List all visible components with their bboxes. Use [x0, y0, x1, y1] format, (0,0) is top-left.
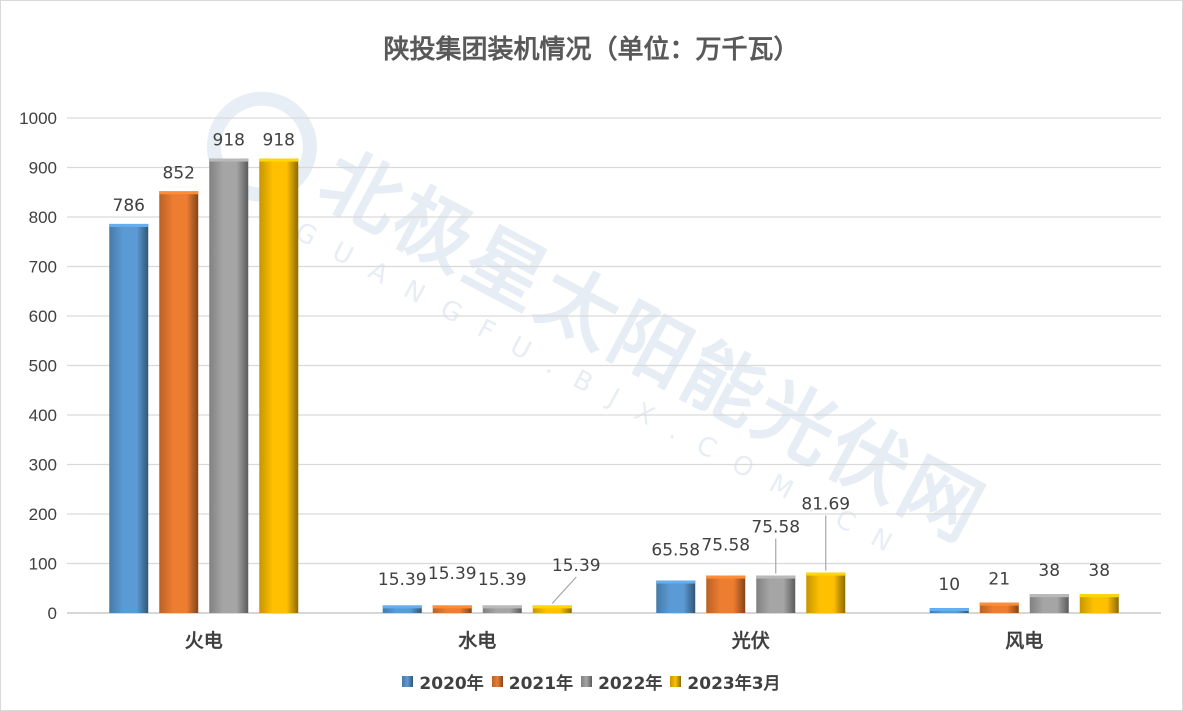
bar-top-highlight: [109, 223, 149, 227]
legend-swatch: [491, 676, 503, 687]
data-label-leader: [551, 576, 577, 604]
bar-top-highlight: [979, 602, 1019, 606]
bar-top-highlight: [432, 605, 472, 609]
bar-top-highlight: [209, 158, 249, 162]
data-label: 15.39: [552, 556, 601, 576]
bar: [209, 158, 249, 613]
y-tick-label: 300: [29, 456, 57, 475]
bar-top-highlight: [656, 580, 696, 584]
bar: [432, 605, 472, 613]
legend-label: 2023年3月: [687, 674, 781, 694]
bar: [482, 605, 522, 613]
legend-label: 2022年: [598, 674, 663, 694]
data-label: 38: [1088, 561, 1110, 581]
legend-label: 2020年: [419, 674, 484, 694]
y-tick-label: 700: [29, 258, 57, 277]
y-tick-label: 900: [29, 159, 57, 178]
bar-top-highlight: [532, 605, 572, 609]
bar-top-highlight: [482, 605, 522, 609]
data-label: 21: [988, 570, 1010, 590]
data-label: 15.39: [478, 570, 527, 590]
y-tick-label: 500: [29, 357, 57, 376]
legend-swatch: [581, 676, 593, 687]
data-label: 81.69: [801, 495, 850, 515]
y-tick-label: 0: [48, 604, 57, 623]
y-tick-label: 800: [29, 208, 57, 227]
y-tick-label: 400: [29, 406, 57, 425]
data-label: 75.58: [751, 518, 800, 538]
y-tick-label: 100: [29, 555, 57, 574]
chart-legend: 2020年 2021年 2022年 2023年3月: [1, 669, 1182, 694]
bar: [1029, 594, 1069, 613]
bar-top-highlight: [1079, 594, 1119, 598]
data-label: 15.39: [378, 570, 427, 590]
legend-swatch: [670, 676, 682, 687]
x-category-label: 火电: [185, 629, 223, 652]
data-label: 10: [938, 575, 960, 595]
bar: [259, 158, 299, 613]
watermark-text: 北极星太阳能光伏网: [305, 135, 999, 561]
bar: [109, 223, 149, 613]
legend-item: 2023年3月: [670, 669, 781, 694]
y-tick-label: 200: [29, 505, 57, 524]
bar-top-highlight: [382, 605, 422, 609]
bar: [706, 575, 746, 613]
y-tick-label: 1000: [19, 109, 57, 128]
bar: [159, 191, 199, 613]
bar-top-highlight: [259, 158, 299, 162]
bar-top-highlight: [1029, 594, 1069, 598]
x-category-label: 水电: [458, 629, 496, 652]
data-label: 918: [263, 131, 295, 151]
bar-top-highlight: [756, 575, 796, 579]
x-category-label: 风电: [1005, 629, 1043, 652]
data-label: 852: [163, 163, 195, 183]
bar-top-highlight: [706, 575, 746, 579]
legend-item: 2021年: [491, 669, 574, 694]
bar-top-highlight: [806, 572, 846, 576]
data-label: 38: [1038, 561, 1060, 581]
legend-label: 2021年: [508, 674, 574, 694]
chart-title: 陕投集团装机情况（单位：万千瓦）: [383, 35, 800, 65]
bar: [656, 580, 696, 613]
legend-item: 2020年: [402, 669, 484, 694]
y-tick-label: 600: [29, 307, 57, 326]
legend-item: 2022年: [581, 669, 662, 694]
bar: [532, 605, 572, 613]
bar: [382, 605, 422, 613]
legend-swatch: [402, 676, 414, 687]
bar: [756, 575, 796, 613]
bar-top-highlight: [929, 608, 969, 612]
bar-top-highlight: [159, 191, 199, 195]
bar: [979, 602, 1019, 613]
data-label: 15.39: [428, 564, 477, 584]
data-label: 75.58: [701, 536, 750, 556]
bar: [1079, 594, 1119, 613]
bar: [806, 572, 846, 613]
x-category-label: 光伏: [731, 629, 770, 652]
data-label: 65.58: [651, 541, 700, 561]
data-label: 918: [213, 131, 245, 151]
data-label: 786: [113, 196, 145, 216]
